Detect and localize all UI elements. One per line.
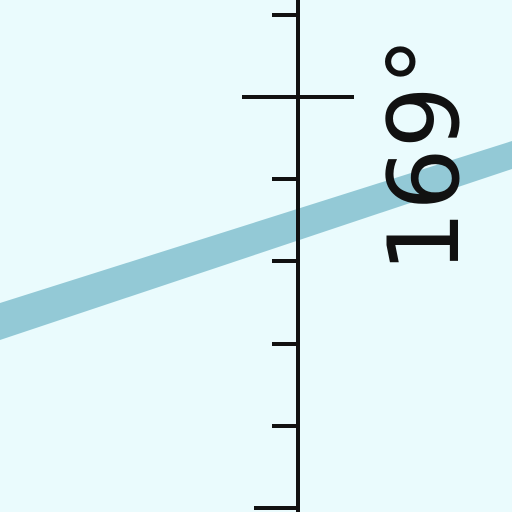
degree-label: 169° [368, 37, 482, 273]
route-band [0, 141, 512, 340]
scale-axis [242, 0, 354, 512]
